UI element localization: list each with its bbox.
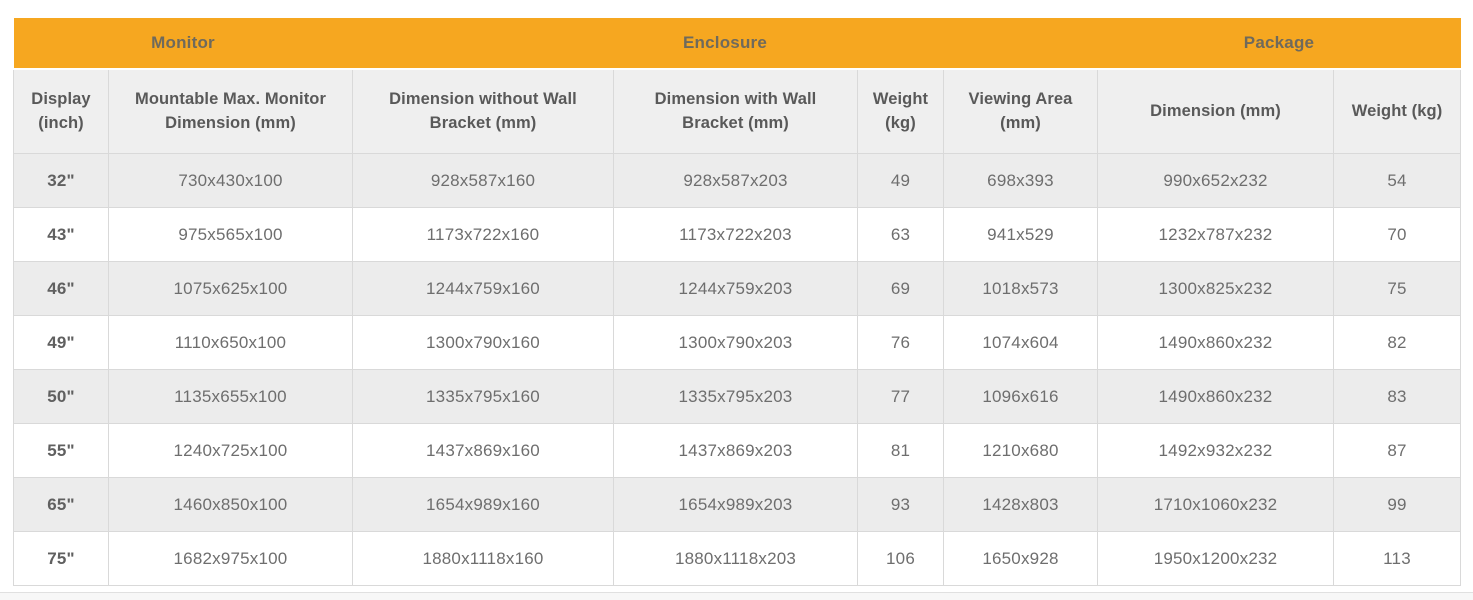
cell-mountable-max-monitor-dimension: 1135x655x100 bbox=[108, 369, 353, 424]
cell-package-dimension: 990x652x232 bbox=[1097, 153, 1334, 208]
cell-dimension-with-wall-bracket: 1244x759x203 bbox=[613, 261, 858, 316]
cell-package-weight: 75 bbox=[1333, 261, 1461, 316]
cell-enclosure-weight: 106 bbox=[857, 531, 944, 586]
cell-dimension-without-wall-bracket: 1654x989x160 bbox=[352, 477, 614, 532]
group-header-enclosure: Enclosure bbox=[352, 18, 1098, 70]
column-header-display-inch: Display (inch) bbox=[13, 68, 109, 154]
cell-enclosure-weight: 49 bbox=[857, 153, 944, 208]
monitor-spec-table: Monitor Enclosure Package Display (inch) Mo… bbox=[13, 18, 1461, 586]
cell-mountable-max-monitor-dimension: 1240x725x100 bbox=[108, 423, 353, 478]
column-header-mountable-max-monitor-dimension: Mountable Max. Monitor Dimension (mm) bbox=[108, 68, 353, 154]
column-header-viewing-area: Viewing Area (mm) bbox=[943, 68, 1098, 154]
column-header-dimension-without-wall-bracket: Dimension without Wall Bracket (mm) bbox=[352, 68, 614, 154]
spec-table-body: 32" 730x430x100 928x587x160 928x587x203 49 69… bbox=[13, 153, 1461, 586]
cell-package-weight: 83 bbox=[1333, 369, 1461, 424]
cell-dimension-without-wall-bracket: 1244x759x160 bbox=[352, 261, 614, 316]
cell-package-dimension: 1232x787x232 bbox=[1097, 207, 1334, 262]
cell-viewing-area: 941x529 bbox=[943, 207, 1098, 262]
cell-dimension-with-wall-bracket: 1654x989x203 bbox=[613, 477, 858, 532]
table-row: 46" 1075x625x100 1244x759x160 1244x759x203 6… bbox=[13, 261, 1461, 316]
cell-display-inch: 65" bbox=[13, 477, 109, 532]
column-header-package-dimension: Dimension (mm) bbox=[1097, 68, 1334, 154]
cell-package-dimension: 1950x1200x232 bbox=[1097, 531, 1334, 586]
cell-mountable-max-monitor-dimension: 1460x850x100 bbox=[108, 477, 353, 532]
cell-mountable-max-monitor-dimension: 1682x975x100 bbox=[108, 531, 353, 586]
cell-display-inch: 46" bbox=[13, 261, 109, 316]
cell-dimension-without-wall-bracket: 928x587x160 bbox=[352, 153, 614, 208]
cell-enclosure-weight: 93 bbox=[857, 477, 944, 532]
cell-display-inch: 50" bbox=[13, 369, 109, 424]
cell-package-weight: 113 bbox=[1333, 531, 1461, 586]
cell-display-inch: 55" bbox=[13, 423, 109, 478]
table-row: 32" 730x430x100 928x587x160 928x587x203 49 69… bbox=[13, 153, 1461, 208]
cell-mountable-max-monitor-dimension: 730x430x100 bbox=[108, 153, 353, 208]
cell-dimension-with-wall-bracket: 1335x795x203 bbox=[613, 369, 858, 424]
group-header-package: Package bbox=[1097, 18, 1461, 70]
cell-viewing-area: 1210x680 bbox=[943, 423, 1098, 478]
cell-viewing-area: 1650x928 bbox=[943, 531, 1098, 586]
cell-display-inch: 49" bbox=[13, 315, 109, 370]
bottom-divider bbox=[0, 592, 1473, 600]
cell-enclosure-weight: 69 bbox=[857, 261, 944, 316]
cell-dimension-without-wall-bracket: 1300x790x160 bbox=[352, 315, 614, 370]
cell-package-dimension: 1300x825x232 bbox=[1097, 261, 1334, 316]
cell-dimension-with-wall-bracket: 1300x790x203 bbox=[613, 315, 858, 370]
cell-package-weight: 99 bbox=[1333, 477, 1461, 532]
table-row: 50" 1135x655x100 1335x795x160 1335x795x203 7… bbox=[13, 369, 1461, 424]
column-header-package-weight: Weight (kg) bbox=[1333, 68, 1461, 154]
column-header-dimension-with-wall-bracket: Dimension with Wall Bracket (mm) bbox=[613, 68, 858, 154]
cell-mountable-max-monitor-dimension: 975x565x100 bbox=[108, 207, 353, 262]
cell-display-inch: 75" bbox=[13, 531, 109, 586]
cell-enclosure-weight: 63 bbox=[857, 207, 944, 262]
table-row: 75" 1682x975x100 1880x1118x160 1880x1118x20… bbox=[13, 531, 1461, 586]
cell-enclosure-weight: 81 bbox=[857, 423, 944, 478]
cell-dimension-without-wall-bracket: 1437x869x160 bbox=[352, 423, 614, 478]
cell-package-weight: 70 bbox=[1333, 207, 1461, 262]
cell-dimension-without-wall-bracket: 1880x1118x160 bbox=[352, 531, 614, 586]
cell-dimension-with-wall-bracket: 928x587x203 bbox=[613, 153, 858, 208]
cell-enclosure-weight: 76 bbox=[857, 315, 944, 370]
table-row: 49" 1110x650x100 1300x790x160 1300x790x203 7… bbox=[13, 315, 1461, 370]
cell-package-dimension: 1490x860x232 bbox=[1097, 369, 1334, 424]
column-header-row: Display (inch) Mountable Max. Monitor Dim… bbox=[13, 68, 1461, 154]
cell-display-inch: 32" bbox=[13, 153, 109, 208]
cell-viewing-area: 1074x604 bbox=[943, 315, 1098, 370]
table-row: 43" 975x565x100 1173x722x160 1173x722x203 63… bbox=[13, 207, 1461, 262]
cell-dimension-with-wall-bracket: 1173x722x203 bbox=[613, 207, 858, 262]
cell-display-inch: 43" bbox=[13, 207, 109, 262]
table-row: 65" 1460x850x100 1654x989x160 1654x989x203 9… bbox=[13, 477, 1461, 532]
cell-mountable-max-monitor-dimension: 1075x625x100 bbox=[108, 261, 353, 316]
cell-viewing-area: 1096x616 bbox=[943, 369, 1098, 424]
cell-viewing-area: 698x393 bbox=[943, 153, 1098, 208]
cell-package-dimension: 1492x932x232 bbox=[1097, 423, 1334, 478]
cell-mountable-max-monitor-dimension: 1110x650x100 bbox=[108, 315, 353, 370]
cell-dimension-with-wall-bracket: 1880x1118x203 bbox=[613, 531, 858, 586]
column-header-enclosure-weight: Weight (kg) bbox=[857, 68, 944, 154]
cell-dimension-without-wall-bracket: 1173x722x160 bbox=[352, 207, 614, 262]
cell-dimension-without-wall-bracket: 1335x795x160 bbox=[352, 369, 614, 424]
cell-viewing-area: 1428x803 bbox=[943, 477, 1098, 532]
cell-package-weight: 54 bbox=[1333, 153, 1461, 208]
table-row: 55" 1240x725x100 1437x869x160 1437x869x203 8… bbox=[13, 423, 1461, 478]
cell-package-weight: 87 bbox=[1333, 423, 1461, 478]
cell-package-dimension: 1710x1060x232 bbox=[1097, 477, 1334, 532]
cell-package-dimension: 1490x860x232 bbox=[1097, 315, 1334, 370]
cell-viewing-area: 1018x573 bbox=[943, 261, 1098, 316]
group-header-row: Monitor Enclosure Package bbox=[13, 18, 1461, 70]
cell-dimension-with-wall-bracket: 1437x869x203 bbox=[613, 423, 858, 478]
group-header-monitor: Monitor bbox=[13, 18, 353, 70]
cell-package-weight: 82 bbox=[1333, 315, 1461, 370]
cell-enclosure-weight: 77 bbox=[857, 369, 944, 424]
